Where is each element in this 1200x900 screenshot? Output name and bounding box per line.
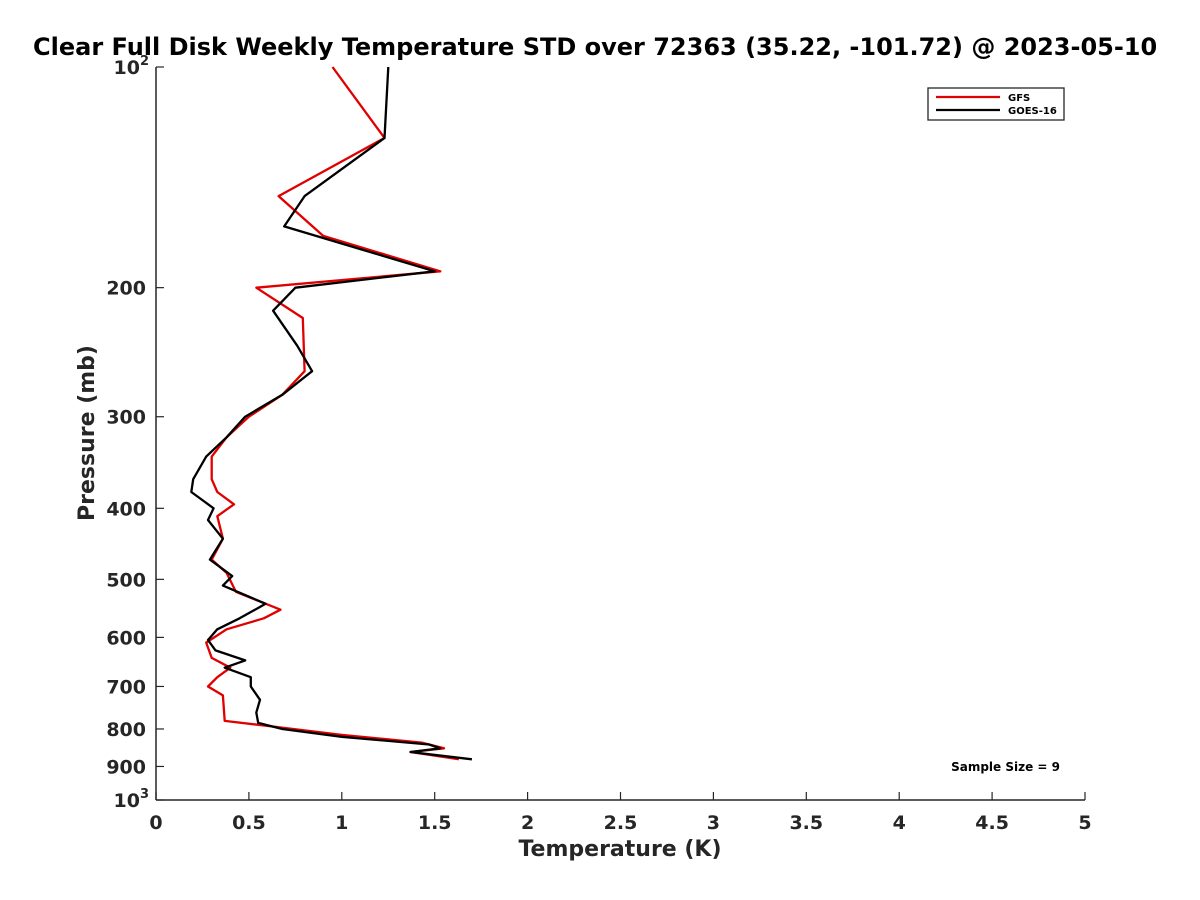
series-layer: [190, 66, 473, 761]
x-tick-label: 2: [521, 812, 534, 834]
y-tick-label: 400: [106, 498, 146, 520]
series-line-gfs: [205, 66, 460, 761]
y-tick-label: 300: [106, 407, 146, 429]
x-tick-label: 3: [707, 812, 720, 834]
y-tick-label: 700: [106, 676, 146, 698]
y-tick-label: 900: [106, 756, 146, 778]
chart-title: Clear Full Disk Weekly Temperature STD o…: [33, 33, 1157, 61]
y-axis-label: Pressure (mb): [75, 345, 100, 521]
plot-area: [155, 67, 1085, 801]
y-tick-label: 200: [106, 278, 146, 300]
series-line-goes-16: [190, 66, 473, 761]
y-tick-label: 102: [114, 54, 150, 79]
x-tick-label: 5: [1078, 812, 1091, 834]
y-tick-label: 103: [114, 787, 150, 812]
legend: GFS GOES-16: [927, 87, 1065, 121]
y-tick-label: 500: [106, 569, 146, 591]
y-tick-label: 600: [106, 627, 146, 649]
legend-box: [927, 87, 1065, 121]
x-tick-label: 2.5: [604, 812, 638, 834]
x-tick-label: 4.5: [975, 812, 1009, 834]
x-tick-label: 0: [149, 812, 162, 834]
y-tick-label: 800: [106, 719, 146, 741]
x-tick-label: 1.5: [418, 812, 452, 834]
x-tick-label: 0.5: [232, 812, 266, 834]
x-axis-label: Temperature (K): [518, 837, 721, 862]
x-tick-label: 4: [893, 812, 906, 834]
axis-ticks: 0 0.5 1 1.5 2 2.5 3 3.5 4 4.5 5 102 200 300 400 500 600 7…: [106, 54, 1091, 834]
legend-label-goes-16: GOES-16: [1008, 106, 1057, 117]
sample-size-annotation: Sample Size = 9: [951, 760, 1060, 774]
legend-label-gfs: GFS: [1008, 93, 1030, 104]
x-tick-label: 1: [335, 812, 348, 834]
x-tick-label: 3.5: [789, 812, 823, 834]
